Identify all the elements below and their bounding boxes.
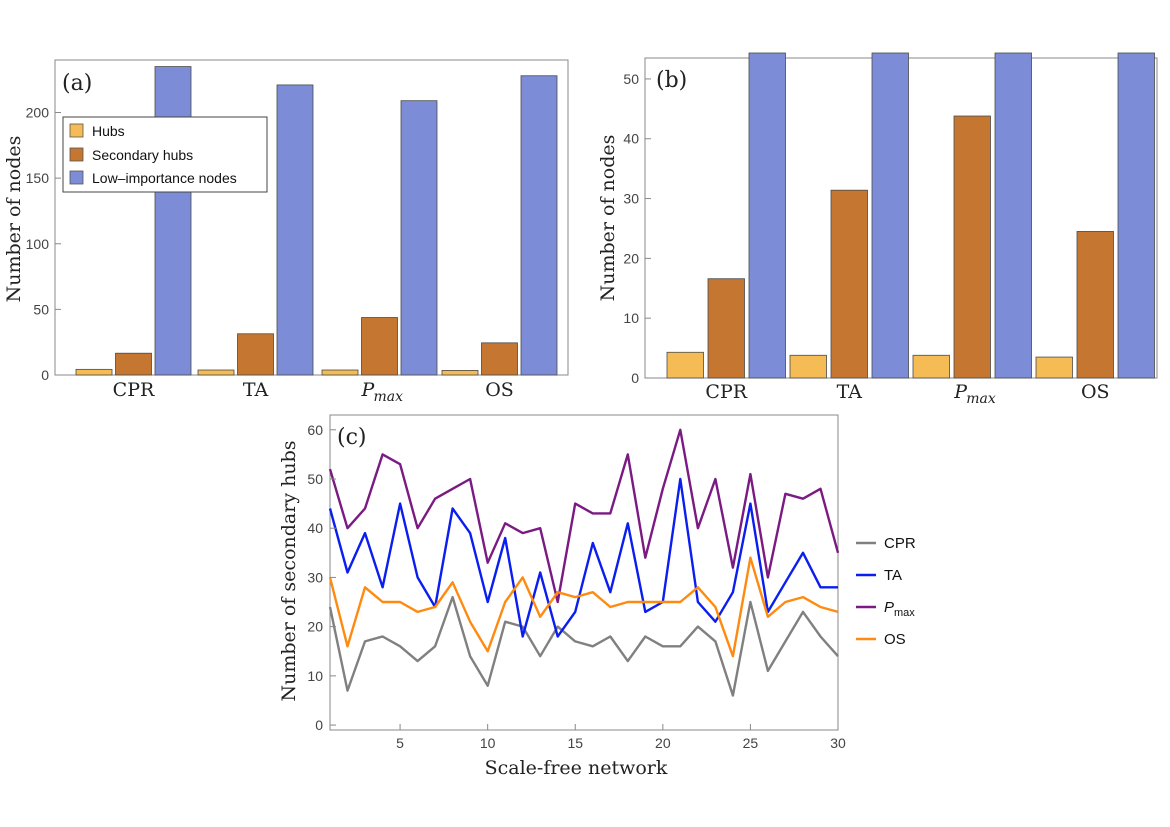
b-ytick-label: 30 xyxy=(623,191,639,207)
a-bar-pmax-hubs xyxy=(321,369,359,376)
panel-c-label: (c) xyxy=(337,425,367,450)
legend-swatch-low-importance xyxy=(69,170,84,185)
c-ytick-label: 0 xyxy=(315,717,323,733)
legend-label-pmax: P xyxy=(884,599,894,616)
a-ytick-label: 100 xyxy=(26,236,50,252)
a-xlabel-cpr: CPR xyxy=(113,379,155,401)
line-os xyxy=(328,556,839,658)
c-ytick-label: 30 xyxy=(307,569,323,585)
panel-b-label: (b) xyxy=(656,68,687,93)
panel-c-xlabel: Scale-free network xyxy=(485,757,668,779)
b-xlabel-os: OS xyxy=(1081,381,1110,403)
b-bar-os-low-importance xyxy=(1117,52,1155,379)
c-ytick-label: 20 xyxy=(307,619,323,635)
panel-b-bars xyxy=(666,52,1155,379)
legend-label-low-importance: Low–importance nodes xyxy=(92,170,237,186)
panel-a-label: (a) xyxy=(62,71,92,96)
panel-c-frame xyxy=(329,414,839,731)
b-bar-ta-secondary-hubs xyxy=(830,189,868,379)
c-ytick-label: 10 xyxy=(307,668,323,684)
a-ytick-label: 50 xyxy=(33,301,49,317)
panel-c-legend: CPR TA P max OS xyxy=(856,535,916,648)
a-bar-cpr-hubs xyxy=(75,368,113,376)
panel-b-yticks: 0 10 20 30 40 50 xyxy=(623,71,651,386)
panel-c-yticks: 0 10 20 30 40 50 60 xyxy=(307,422,336,733)
a-bar-os-low-importance xyxy=(520,75,558,376)
panel-a-yticks: 0 50 100 150 200 xyxy=(26,105,61,383)
a-xlabel-os: OS xyxy=(485,379,514,401)
b-bar-ta-hubs xyxy=(789,354,827,379)
legend-box xyxy=(62,116,268,193)
c-ytick-label: 40 xyxy=(307,520,323,536)
line-cpr xyxy=(328,595,839,697)
panel-a-legend: Hubs Secondary hubs Low–importance nodes xyxy=(62,116,268,193)
legend-label-cpr: CPR xyxy=(884,535,916,552)
panel-c-line-chart: (c) Number of secondary hubs Scale-free … xyxy=(278,414,916,779)
a-bar-cpr-low-importance xyxy=(154,66,192,376)
legend-label-pmax-subscript: max xyxy=(894,607,915,619)
a-bar-ta-low-importance xyxy=(276,84,314,376)
a-bar-pmax-low-importance xyxy=(400,100,438,376)
b-bar-cpr-hubs xyxy=(666,351,704,379)
b-bar-pmax-low-importance xyxy=(994,52,1032,379)
a-ytick-label: 150 xyxy=(26,170,50,186)
a-xlabel-pmax: P xyxy=(361,379,376,401)
panel-c-lines xyxy=(328,428,840,697)
legend-label-secondary-hubs: Secondary hubs xyxy=(92,147,193,163)
panel-a-ylabel: Number of nodes xyxy=(3,136,25,303)
panel-c-ylabel: Number of secondary hubs xyxy=(278,441,300,702)
a-bar-cpr-secondary-hubs xyxy=(115,352,152,376)
a-bar-os-hubs xyxy=(441,370,479,376)
b-ytick-label: 40 xyxy=(623,131,639,147)
panel-a-bars xyxy=(75,66,558,376)
b-xlabel-pmax: P xyxy=(953,381,968,403)
a-bar-pmax-secondary-hubs xyxy=(361,317,398,376)
a-ytick-label: 200 xyxy=(26,105,50,121)
b-xlabel-ta: TA xyxy=(837,381,863,403)
b-bar-ta-low-importance xyxy=(871,52,909,379)
a-ytick-label: 0 xyxy=(41,367,49,383)
b-bar-os-secondary-hubs xyxy=(1076,231,1114,379)
legend-label-hubs: Hubs xyxy=(92,123,125,139)
b-bar-pmax-secondary-hubs xyxy=(953,115,991,379)
b-xlabel-pmax-subscript: max xyxy=(966,391,996,407)
b-ytick-label: 50 xyxy=(623,71,639,87)
a-xlabel-pmax-subscript: max xyxy=(374,389,404,405)
b-xlabel-cpr: CPR xyxy=(705,381,747,403)
a-bar-os-secondary-hubs xyxy=(481,342,518,376)
b-bar-cpr-secondary-hubs xyxy=(707,278,745,379)
c-xtick-label: 5 xyxy=(396,735,404,751)
b-ytick-label: 0 xyxy=(631,370,639,386)
c-ytick-label: 50 xyxy=(307,471,323,487)
line-ta xyxy=(328,477,838,638)
c-xtick-label: 30 xyxy=(830,735,846,751)
b-bar-cpr-low-importance xyxy=(748,52,786,379)
c-xtick-label: 10 xyxy=(480,735,496,751)
legend-swatch-hubs xyxy=(69,123,84,138)
legend-label-os: OS xyxy=(884,631,906,648)
panel-c-xticks: 5 10 15 20 25 30 xyxy=(396,724,846,751)
b-bar-os-hubs xyxy=(1035,356,1073,379)
c-xtick-label: 20 xyxy=(655,735,671,751)
legend-swatch-secondary-hubs xyxy=(69,147,84,162)
c-xtick-label: 15 xyxy=(567,735,583,751)
b-bar-pmax-hubs xyxy=(912,354,950,379)
b-ytick-label: 20 xyxy=(623,250,639,266)
line-pmax xyxy=(328,428,840,604)
legend-label-ta: TA xyxy=(884,567,902,584)
panel-b-ylabel: Number of nodes xyxy=(597,135,619,302)
b-ytick-label: 10 xyxy=(623,310,639,326)
a-bar-ta-hubs xyxy=(197,369,235,376)
c-xtick-label: 25 xyxy=(743,735,759,751)
c-ytick-label: 60 xyxy=(307,422,323,438)
a-bar-ta-secondary-hubs xyxy=(237,333,274,376)
a-xlabel-ta: TA xyxy=(243,379,269,401)
